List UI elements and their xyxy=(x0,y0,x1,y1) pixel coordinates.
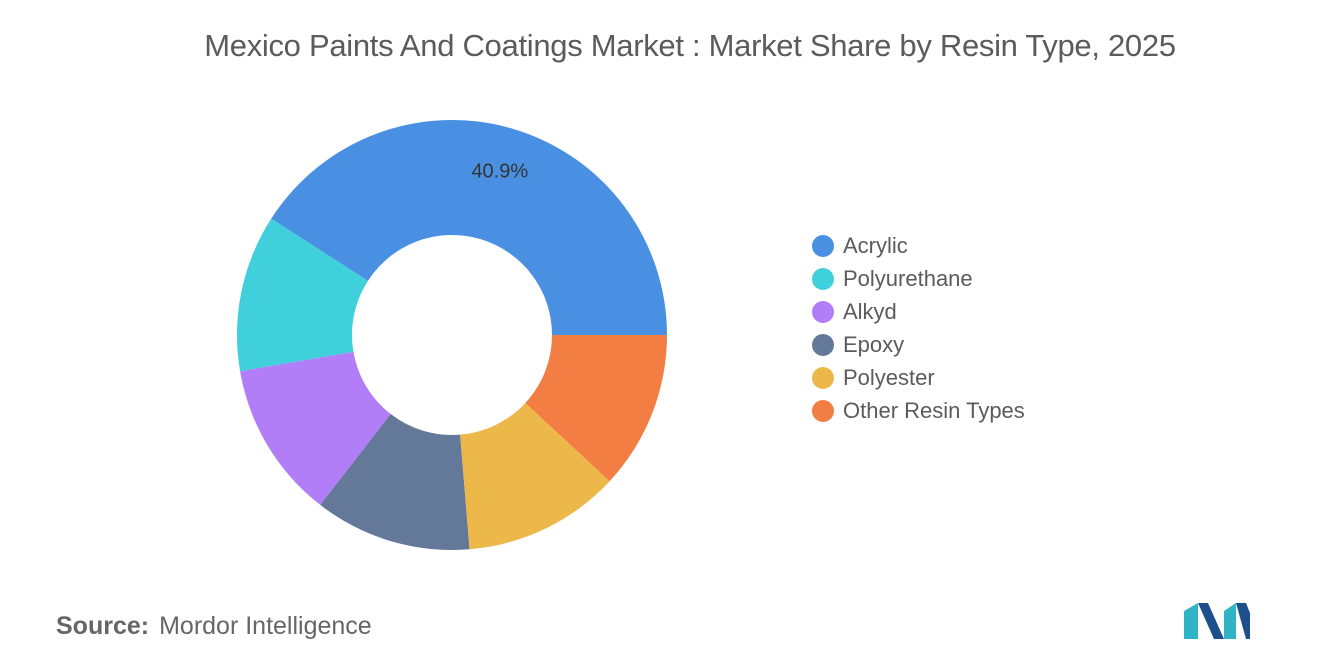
legend-swatch-polyurethane xyxy=(812,267,834,290)
legend-item-polyester: Polyester xyxy=(812,361,1025,394)
donut-slice-polyester xyxy=(460,402,610,550)
legend-swatch-other-resin-types xyxy=(812,399,834,422)
source-label: Source: xyxy=(56,612,150,640)
source-value: Mordor Intelligence xyxy=(159,612,372,640)
donut-slice-alkyd xyxy=(240,351,391,505)
legend-item-polyurethane: Polyurethane xyxy=(812,262,1025,295)
donut-slice-epoxy xyxy=(320,414,470,550)
donut-slice-acrylic xyxy=(271,119,667,335)
legend-item-alkyd: Alkyd xyxy=(812,295,1025,328)
donut-slice-other-resin-types xyxy=(525,335,667,482)
donut-slice-polyurethane xyxy=(237,218,368,372)
legend-swatch-alkyd xyxy=(812,300,834,323)
mordor-intelligence-logo-icon xyxy=(1184,603,1250,639)
legend-item-other-resin-types: Other Resin Types xyxy=(812,394,1025,427)
legend-label-epoxy: Epoxy xyxy=(843,331,905,357)
legend-item-epoxy: Epoxy xyxy=(812,328,1025,361)
chart-title: Mexico Paints And Coatings Market : Mark… xyxy=(204,28,1176,63)
data-label-acrylic: 40.9% xyxy=(471,161,528,183)
legend-label-acrylic: Acrylic xyxy=(843,232,908,258)
legend-label-polyurethane: Polyurethane xyxy=(843,265,973,291)
legend-swatch-polyester xyxy=(812,366,834,389)
legend-item-acrylic: Acrylic xyxy=(812,229,1025,262)
legend-swatch-acrylic xyxy=(812,234,834,257)
source-credit: Source: Mordor Intelligence xyxy=(56,612,372,641)
legend-swatch-epoxy xyxy=(812,333,834,356)
chart-legend: Acrylic Polyurethane Alkyd Epoxy Polyester Ot… xyxy=(812,229,1025,427)
legend-label-alkyd: Alkyd xyxy=(843,298,897,324)
legend-label-other-resin-types: Other Resin Types xyxy=(843,397,1025,423)
legend-label-polyester: Polyester xyxy=(843,364,935,390)
